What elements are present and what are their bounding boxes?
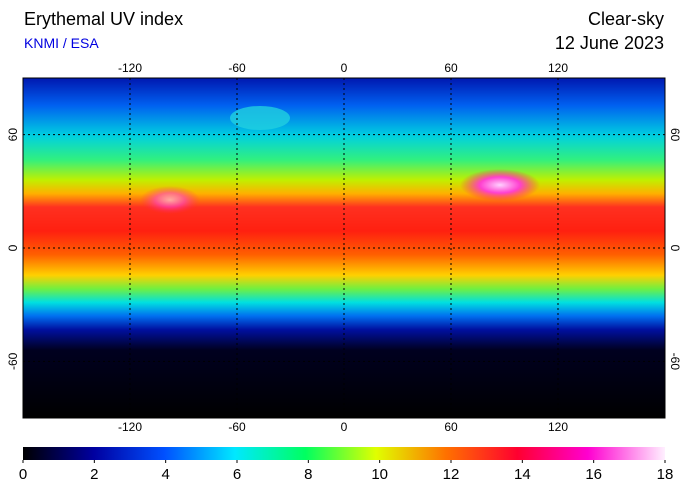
greenland	[230, 106, 290, 130]
colorbar	[23, 447, 665, 460]
lat-tick-label: 0	[668, 245, 682, 252]
uv-hotspot	[460, 169, 540, 201]
subtitle: KNMI / ESA	[24, 35, 99, 51]
colorbar-tick-label: 6	[233, 466, 241, 483]
lon-tick-label: 120	[548, 420, 568, 434]
lon-tick-label: -60	[228, 61, 246, 75]
uv-hotspot	[140, 186, 200, 214]
lat-tick-label: -60	[668, 353, 682, 371]
condition: Clear-sky	[588, 9, 664, 29]
lon-tick-label: 60	[444, 61, 458, 75]
date: 12 June 2023	[555, 33, 664, 53]
lat-tick-label: -60	[6, 352, 20, 370]
colorbar-tick-label: 0	[19, 466, 27, 483]
lat-tick-label: 60	[6, 128, 20, 142]
lon-tick-label: 120	[548, 61, 568, 75]
colorbar-tick-label: 12	[443, 466, 460, 483]
colorbar-tick-label: 10	[371, 466, 388, 483]
colorbar-tick-label: 16	[585, 466, 602, 483]
lon-tick-label: 0	[341, 420, 348, 434]
lon-tick-label: -60	[228, 420, 246, 434]
colorbar-tick-label: 8	[304, 466, 312, 483]
lon-tick-label: -120	[118, 420, 142, 434]
colorbar-tick-label: 18	[657, 466, 674, 483]
colorbar-tick-label: 2	[90, 466, 98, 483]
lat-tick-label: 60	[668, 128, 682, 142]
colorbar-tick-label: 14	[514, 466, 531, 483]
lon-tick-label: 60	[444, 420, 458, 434]
lon-tick-label: -120	[118, 61, 142, 75]
lat-tick-label: 0	[6, 244, 20, 251]
colorbar-tick-label: 4	[161, 466, 169, 483]
lon-tick-label: 0	[341, 61, 348, 75]
title: Erythemal UV index	[24, 9, 183, 29]
